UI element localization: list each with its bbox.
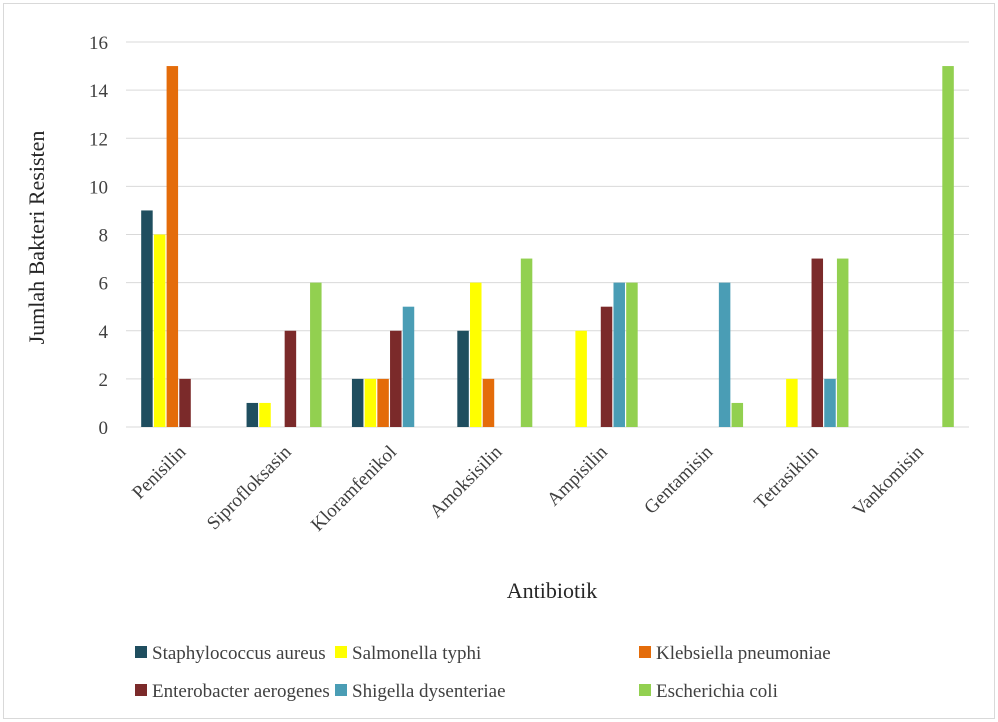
legend-swatch: [639, 684, 651, 696]
bar: [718, 282, 731, 427]
bar: [942, 66, 954, 427]
bar: [600, 306, 613, 427]
bar: [836, 258, 849, 427]
legend-item: Enterobacter aerogenes: [135, 681, 330, 702]
legend-swatch: [335, 684, 347, 696]
legend-label: Salmonella typhi: [352, 643, 481, 664]
bar: [786, 378, 798, 427]
legend-swatch: [639, 646, 651, 658]
bar: [575, 330, 587, 427]
legend-swatch: [135, 646, 147, 658]
bar: [520, 258, 533, 427]
bar-chart: 0 2 4 6 8 10 12 14 16 Penisilin Siprofloksasin Klo…: [24, 33, 969, 702]
bar: [284, 330, 297, 427]
gridlines: [126, 41, 969, 428]
legend-item: Salmonella typhi: [335, 643, 481, 664]
bar: [166, 66, 179, 427]
x-tick-label: Amoksisilin: [426, 441, 507, 522]
bar: [246, 402, 259, 427]
x-tick-label: Ampisilin: [543, 441, 612, 510]
legend: Staphylococcus aureus Salmonella typhi Kle…: [135, 643, 831, 702]
x-tick-label: Penisilin: [128, 441, 190, 503]
y-tick-label: 14: [89, 81, 109, 102]
bar: [351, 378, 364, 427]
y-tick-label: 12: [89, 129, 108, 150]
bar: [470, 282, 482, 427]
x-tick-labels: Penisilin Siprofloksasin Kloramfenikol Amok…: [128, 441, 928, 535]
bar: [811, 258, 824, 427]
bar: [310, 282, 322, 427]
legend-swatch: [135, 684, 147, 696]
legend-item: Escherichia coli: [639, 681, 778, 702]
bar: [179, 378, 191, 427]
x-tick-label: Tetrasiklin: [750, 441, 822, 513]
y-tick-label: 10: [89, 177, 108, 198]
y-tick-label: 16: [89, 33, 108, 54]
legend-item: Shigella dysenteriae: [335, 681, 506, 702]
bar: [364, 378, 377, 427]
y-tick-label: 6: [99, 274, 109, 295]
bar: [731, 402, 744, 427]
chart-container: 0 2 4 6 8 10 12 14 16 Penisilin Siprofloksasin Klo…: [3, 3, 995, 719]
y-tick-label: 8: [99, 226, 109, 247]
legend-label: Klebsiella pneumoniae: [656, 643, 831, 664]
bar: [613, 282, 625, 427]
legend-label: Escherichia coli: [656, 681, 778, 702]
y-tick-labels: 0 2 4 6 8 10 12 14 16: [89, 33, 109, 439]
x-tick-label: Vankomisin: [849, 441, 928, 520]
y-tick-label: 4: [99, 322, 109, 343]
bar: [457, 330, 469, 427]
legend-item: Klebsiella pneumoniae: [639, 643, 831, 664]
bar: [153, 234, 166, 427]
bar: [141, 210, 153, 427]
y-tick-label: 2: [99, 370, 109, 391]
legend-label: Enterobacter aerogenes: [152, 681, 330, 702]
bar: [377, 378, 389, 427]
bar: [482, 378, 495, 427]
bar: [390, 330, 402, 427]
legend-label: Shigella dysenteriae: [352, 681, 506, 702]
bar: [402, 306, 415, 427]
x-axis-title: Antibiotik: [507, 578, 597, 603]
bar: [259, 402, 271, 427]
x-tick-label: Siprofloksasin: [203, 441, 296, 534]
x-tick-label: Kloramfenikol: [307, 442, 401, 536]
legend-item: Staphylococcus aureus: [135, 643, 326, 664]
bar: [626, 282, 638, 427]
x-tick-label: Gentamisin: [640, 441, 717, 518]
y-axis-title: Jumlah Bakteri Resisten: [24, 131, 49, 345]
y-tick-label: 0: [99, 418, 109, 439]
legend-swatch: [335, 646, 347, 658]
bar: [824, 378, 836, 427]
legend-label: Staphylococcus aureus: [152, 643, 326, 664]
bars: [141, 66, 954, 427]
